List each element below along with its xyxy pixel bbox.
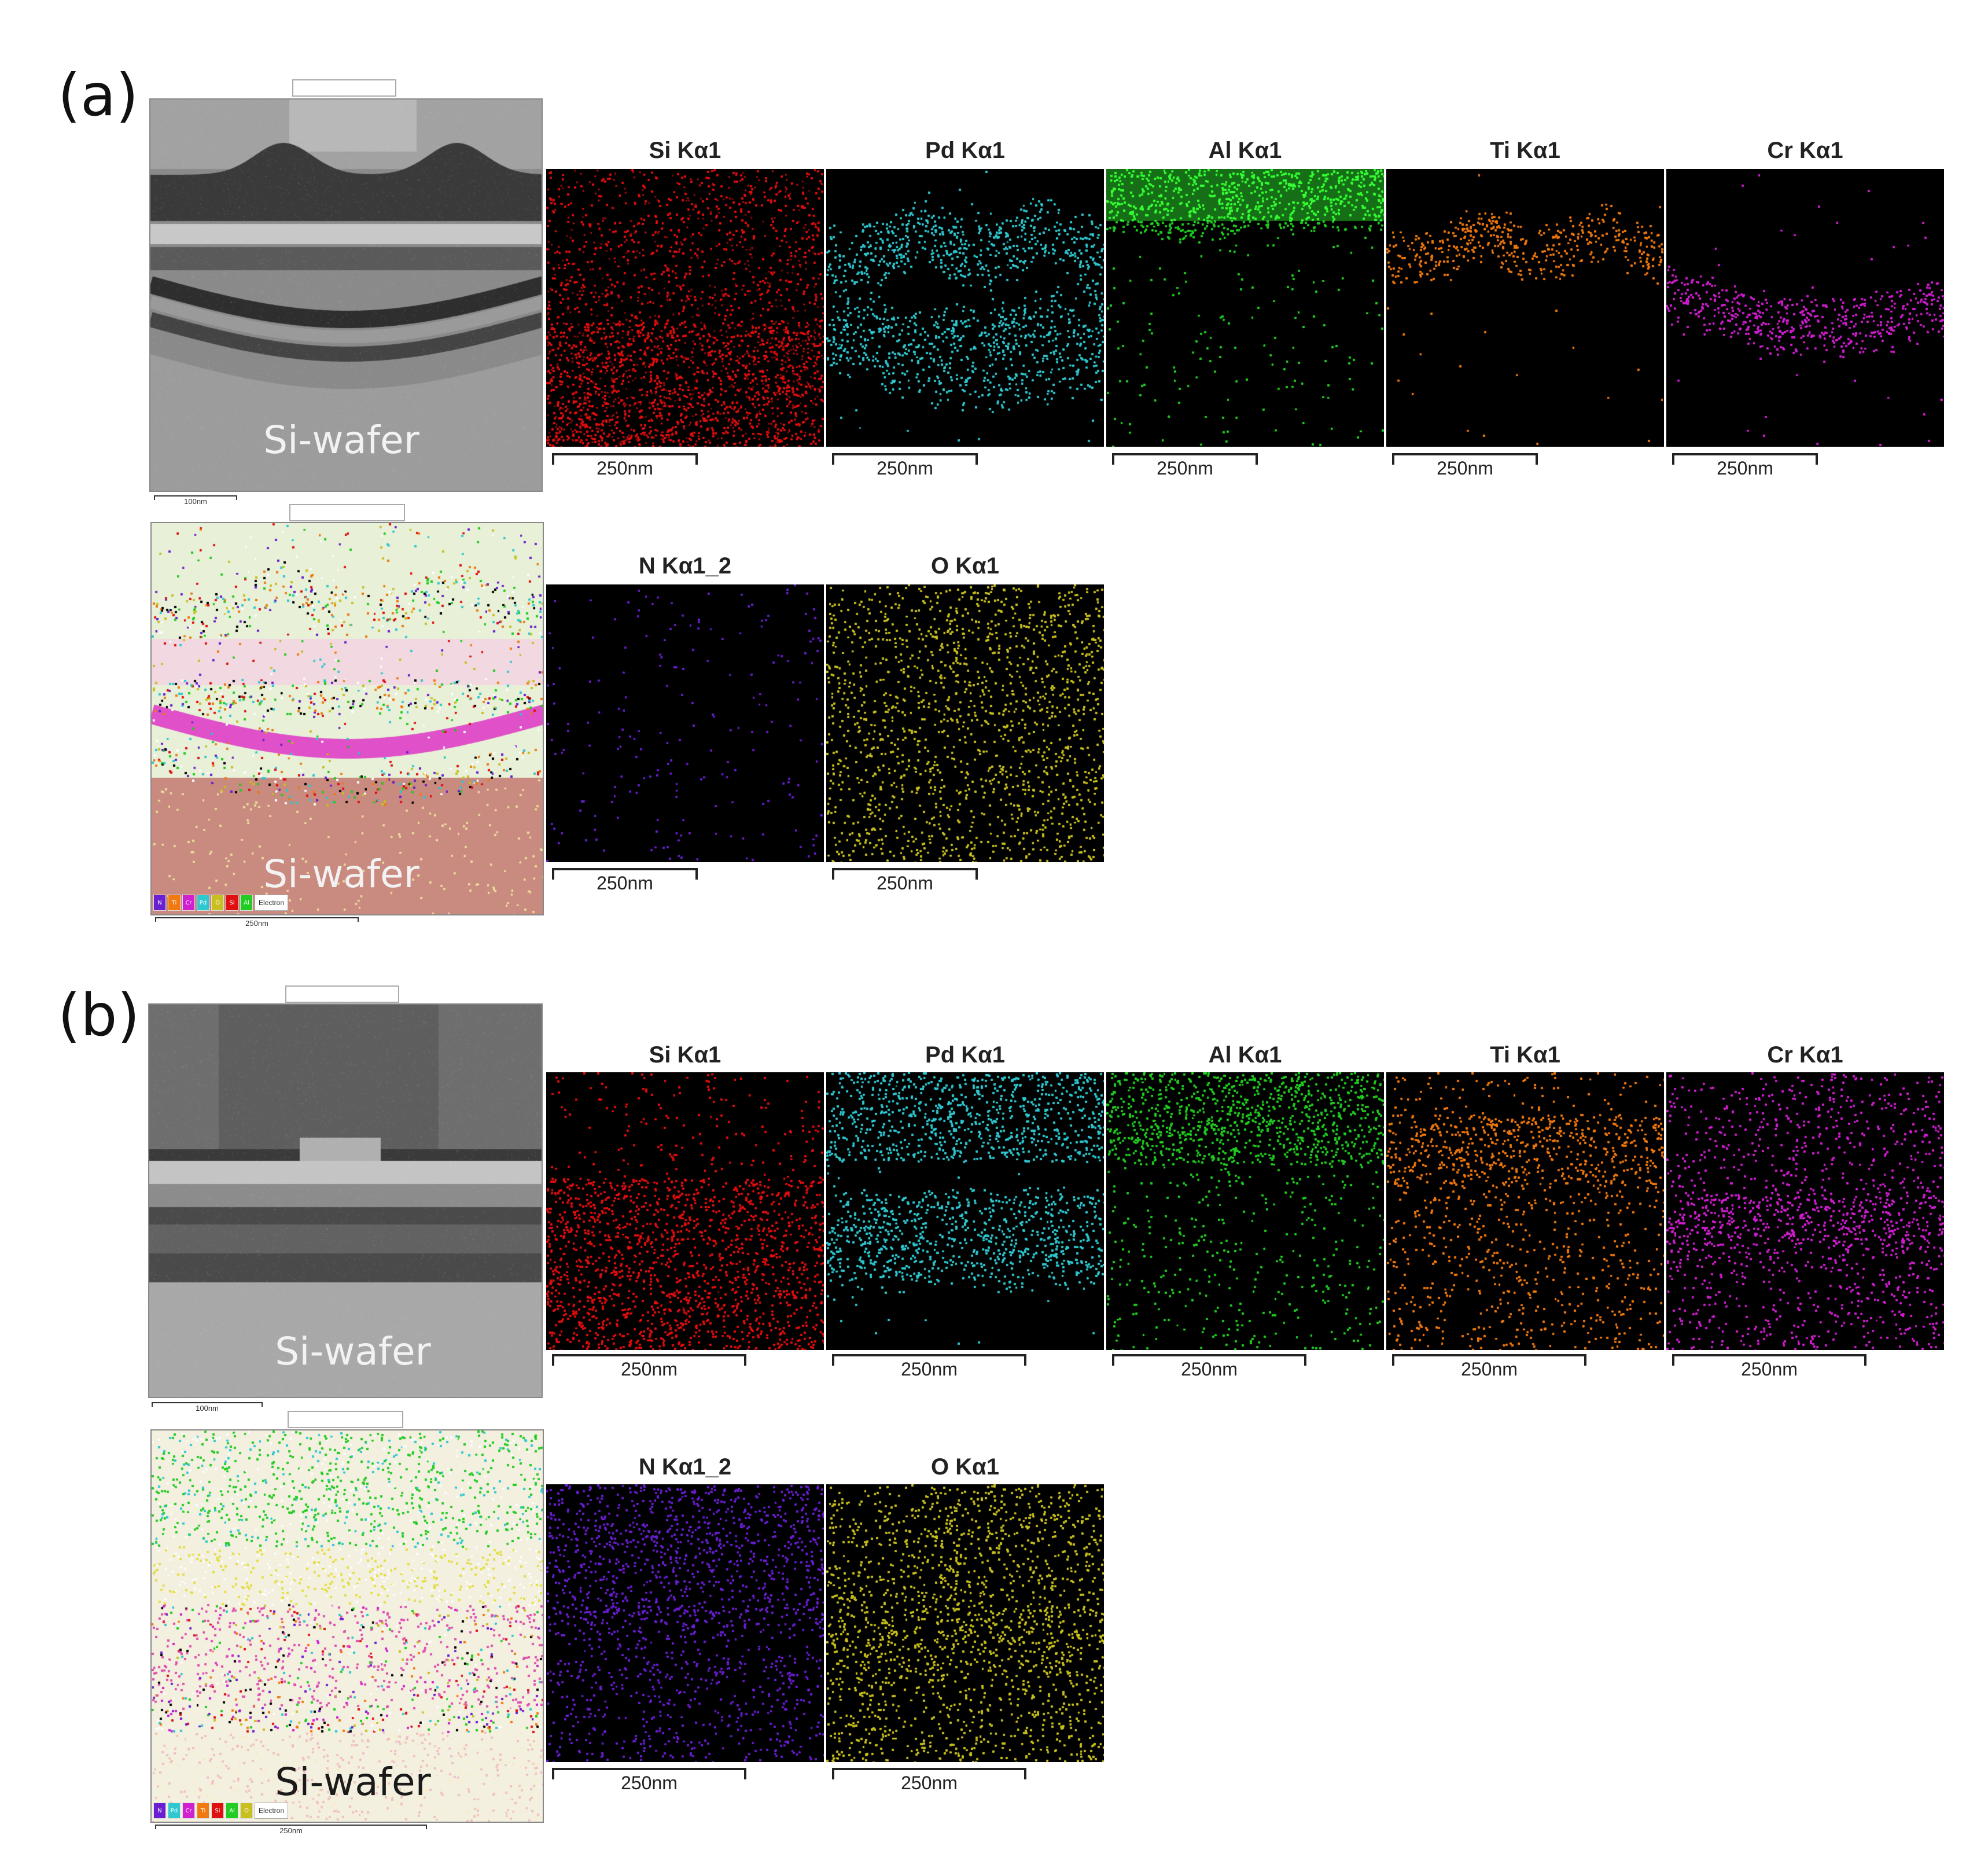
map-scale-bar-label: 250nm — [877, 458, 933, 479]
map-scale-bar — [832, 1354, 1026, 1366]
eds-overlay-image — [150, 522, 544, 915]
map-scale-bar — [552, 1354, 746, 1366]
overlay-wafer-label: Si-wafer — [275, 1760, 431, 1804]
legend-swatch-ti: Ti — [168, 895, 181, 911]
eds-map-o — [826, 1484, 1104, 1762]
map-scale-bar-label: 250nm — [901, 1772, 958, 1793]
overlay-scale-bar — [155, 917, 359, 922]
map-scale-bar — [832, 453, 978, 465]
eds-map-pd — [826, 1072, 1104, 1350]
map-title-o: O Kα1 — [931, 553, 999, 579]
map-title-si: Si Kα1 — [649, 138, 721, 163]
map-title-si: Si Kα1 — [649, 1042, 721, 1068]
map-scale-bar — [832, 868, 978, 880]
map-scale-bar-label: 250nm — [1717, 458, 1773, 479]
map-title-n: N Kα1_2 — [638, 1454, 732, 1480]
map-title-pd: Pd Kα1 — [925, 138, 1005, 163]
eds-map-al — [1106, 169, 1384, 447]
stem-image — [148, 1003, 543, 1398]
eds-map-cr — [1666, 1072, 1944, 1350]
element-legend: N Ti Cr Pd O Si Al Electron — [153, 895, 289, 911]
map-scale-bar-label: 250nm — [1181, 1359, 1238, 1380]
legend-swatch-n: N — [153, 895, 166, 911]
map-scale-bar — [1112, 1354, 1306, 1366]
eds-map-ti — [1386, 169, 1664, 447]
eds-overlay-image — [150, 1429, 544, 1823]
legend-electron: Electron — [255, 1803, 289, 1819]
image-scale-bar — [152, 1402, 263, 1407]
map-title-al: Al Kα1 — [1208, 1042, 1282, 1068]
map-scale-bar — [552, 1768, 746, 1779]
overlay-scale-bar-label: 250nm — [245, 919, 268, 928]
map-scale-bar-label: 250nm — [597, 873, 653, 893]
eds-map-cr — [1666, 169, 1944, 447]
overlay-scale-bar-label: 250nm — [279, 1826, 303, 1835]
element-legend: N Pd Cr Ti Si Al O Electron — [153, 1803, 289, 1819]
legend-swatch-al: Al — [226, 1803, 238, 1819]
map-scale-bar — [1672, 1354, 1866, 1366]
image-scale-bar-label: 100nm — [184, 497, 207, 506]
overlay-scale-bar — [155, 1825, 427, 1829]
image-tab — [285, 985, 399, 1003]
map-scale-bar — [832, 1768, 1026, 1779]
wafer-label: Si-wafer — [275, 1329, 431, 1374]
map-scale-bar-label: 250nm — [1741, 1359, 1798, 1380]
legend-swatch-cr: Cr — [182, 1803, 195, 1819]
map-scale-bar — [552, 868, 698, 880]
legend-swatch-al: Al — [240, 895, 253, 911]
eds-map-ti — [1386, 1072, 1664, 1350]
eds-map-n — [546, 1484, 824, 1762]
map-title-ti: Ti Kα1 — [1490, 1042, 1560, 1068]
map-title-cr: Cr Kα1 — [1767, 138, 1843, 163]
map-scale-bar — [1112, 453, 1258, 465]
map-scale-bar-label: 250nm — [1157, 458, 1213, 479]
legend-swatch-cr: Cr — [182, 895, 195, 911]
map-title-cr: Cr Kα1 — [1767, 1042, 1843, 1068]
panel-label: (b) — [58, 981, 140, 1049]
eds-map-n — [546, 584, 824, 862]
map-scale-bar — [1672, 453, 1818, 465]
map-scale-bar-label: 250nm — [597, 458, 653, 479]
map-scale-bar — [1392, 453, 1538, 465]
overlay-tab — [288, 1411, 403, 1428]
legend-swatch-o: O — [240, 1803, 253, 1819]
legend-swatch-pd: Pd — [197, 895, 209, 911]
map-scale-bar — [552, 453, 698, 465]
image-tab — [292, 79, 396, 97]
map-scale-bar-label: 250nm — [901, 1359, 958, 1380]
image-scale-bar — [154, 495, 237, 500]
eds-map-si — [546, 169, 824, 447]
map-scale-bar-label: 250nm — [1437, 458, 1493, 479]
map-title-al: Al Kα1 — [1208, 138, 1282, 163]
overlay-tab — [289, 504, 405, 521]
map-scale-bar-label: 250nm — [1461, 1359, 1518, 1380]
legend-swatch-si: Si — [211, 1803, 224, 1819]
legend-swatch-ti: Ti — [197, 1803, 209, 1819]
legend-swatch-si: Si — [226, 895, 238, 911]
map-scale-bar — [1392, 1354, 1586, 1366]
map-title-n: N Kα1_2 — [638, 553, 732, 579]
eds-map-si — [546, 1072, 824, 1350]
map-scale-bar-label: 250nm — [621, 1772, 678, 1793]
map-scale-bar-label: 250nm — [621, 1359, 678, 1380]
stem-image — [149, 98, 543, 492]
panel-label: (a) — [58, 61, 139, 129]
map-title-pd: Pd Kα1 — [925, 1042, 1005, 1068]
eds-map-o — [826, 584, 1104, 862]
map-title-ti: Ti Kα1 — [1490, 138, 1560, 163]
legend-swatch-pd: Pd — [168, 1803, 181, 1819]
legend-swatch-n: N — [153, 1803, 166, 1819]
legend-swatch-o: O — [211, 895, 224, 911]
overlay-wafer-label: Si-wafer — [263, 852, 419, 896]
map-scale-bar-label: 250nm — [877, 873, 933, 893]
eds-map-pd — [826, 169, 1104, 447]
legend-electron: Electron — [255, 895, 289, 911]
image-scale-bar-label: 100nm — [196, 1404, 219, 1413]
map-title-o: O Kα1 — [931, 1454, 999, 1480]
eds-map-al — [1106, 1072, 1384, 1350]
wafer-label: Si-wafer — [263, 418, 419, 462]
